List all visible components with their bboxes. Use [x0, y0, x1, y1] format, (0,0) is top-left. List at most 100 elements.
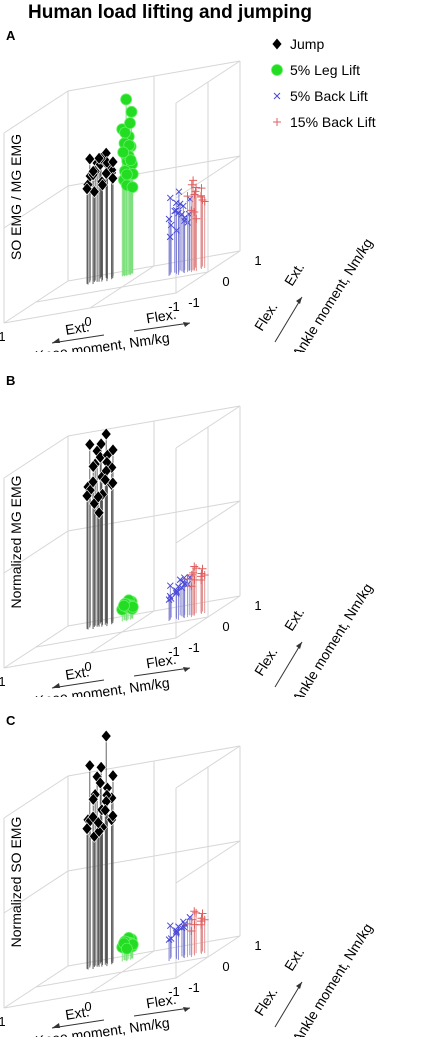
- data-point: [175, 583, 182, 590]
- series-5-back-lift: [165, 913, 194, 962]
- panel-b-chart: B00.40.8Normalized MG EMG10-1Ext.Flex.Kn…: [0, 373, 376, 697]
- data-point: [166, 233, 174, 241]
- legend: Jump 5% Leg Lift 5% Back Lift 15% Back Lift: [271, 36, 376, 130]
- knee-axis-label: Knee moment, Nm/kg: [34, 1014, 170, 1037]
- ankle-axis-label: Ankle moment, Nm/kg: [289, 235, 376, 352]
- data-point: [187, 926, 196, 935]
- box-edge: [3, 775, 69, 819]
- data-point: [93, 506, 105, 520]
- data-point: [173, 928, 180, 936]
- data-point: [84, 152, 96, 166]
- ankle-flex-label: Flex.: [251, 984, 281, 1018]
- series-5-back-lift: [165, 188, 194, 277]
- knee-tick-label: 1: [0, 329, 6, 344]
- data-point: [95, 437, 107, 451]
- wall-gridline: [3, 840, 241, 914]
- legend-marker-plus: [273, 118, 281, 126]
- data-point: [192, 183, 201, 192]
- knee-tick-label: -1: [168, 984, 180, 999]
- z-axis-label: Normalized MG EMG: [8, 475, 24, 608]
- floor-gridline-ankle: [35, 271, 209, 303]
- data-point: [100, 729, 112, 743]
- series-jump: [81, 427, 119, 630]
- data-point: [172, 590, 180, 597]
- knee-flex-label: Flex.: [145, 306, 177, 327]
- data-point: [172, 927, 180, 934]
- ankle-tick-label: 0: [222, 619, 229, 634]
- data-point: [172, 199, 180, 207]
- data-point: [180, 923, 188, 931]
- data-point: [125, 105, 138, 118]
- box-edge: [3, 90, 69, 134]
- data-point: [166, 582, 174, 590]
- ankle-tick-label: -1: [188, 980, 200, 995]
- knee-tick-label: 1: [0, 674, 6, 689]
- data-point: [173, 588, 180, 596]
- ankle-ext-label: Ext.: [281, 260, 307, 289]
- knee-ext-arrowhead: [52, 1023, 60, 1028]
- data-point: [190, 208, 199, 216]
- data-point: [165, 936, 173, 943]
- data-point: [180, 217, 188, 225]
- knee-flex-arrow: [133, 667, 191, 677]
- data-point: [95, 760, 107, 774]
- floor-gridline-ankle: [35, 616, 209, 648]
- data-point: [175, 188, 183, 196]
- series-15-back-lift: [183, 176, 209, 273]
- ankle-axis-arrow: [274, 296, 303, 343]
- data-point: [172, 587, 180, 594]
- data-point: [178, 210, 186, 218]
- data-point: [124, 154, 137, 167]
- data-point: [197, 184, 206, 193]
- ankle-axis-arrowhead: [296, 982, 302, 989]
- data-point: [100, 427, 112, 441]
- data-point: [192, 214, 201, 223]
- data-point: [81, 822, 93, 836]
- legend-label: 5% Leg Lift: [290, 62, 360, 78]
- data-point: [172, 930, 180, 937]
- data-point: [120, 942, 133, 955]
- panel-label: B: [6, 373, 15, 388]
- ankle-ext-label: Ext.: [281, 945, 307, 974]
- data-point: [192, 908, 201, 917]
- knee-axis-label: Knee moment, Nm/kg: [34, 329, 170, 352]
- series-15-back-lift: [183, 562, 209, 618]
- knee-tick-label: -1: [168, 644, 180, 659]
- data-point: [173, 227, 180, 234]
- data-point: [171, 207, 179, 215]
- data-point: [190, 907, 199, 916]
- data-point: [99, 803, 111, 817]
- data-point: [126, 181, 139, 194]
- data-point: [84, 759, 96, 773]
- ankle-axis-arrow: [274, 641, 303, 688]
- knee-tick-label: 1: [0, 1014, 6, 1029]
- knee-tick-label: 0: [84, 314, 91, 329]
- data-point: [191, 187, 200, 196]
- knee-ext-arrow: [51, 1019, 105, 1029]
- data-point: [198, 909, 207, 918]
- legend-label: Jump: [290, 36, 324, 52]
- series-5-leg-lift: [116, 594, 139, 622]
- data-point: [175, 923, 182, 930]
- ankle-axis-arrow: [274, 981, 303, 1028]
- ankle-axis-label: Ankle moment, Nm/kg: [289, 580, 376, 697]
- data-point: [190, 562, 199, 571]
- ankle-axis-arrowhead: [296, 642, 302, 649]
- data-point: [107, 443, 119, 457]
- knee-ext-arrow: [51, 679, 105, 689]
- knee-flex-label: Flex.: [145, 991, 177, 1012]
- data-point: [120, 93, 133, 106]
- data-point: [178, 924, 186, 932]
- knee-flex-label: Flex.: [145, 651, 177, 672]
- ankle-tick-label: 0: [222, 959, 229, 974]
- data-point: [187, 570, 196, 579]
- legend-marker-circle: [271, 64, 283, 76]
- data-point: [166, 922, 174, 930]
- ankle-tick-label: 1: [254, 938, 261, 953]
- knee-ext-arrowhead: [52, 683, 60, 688]
- knee-ext-label: Ext.: [64, 1003, 90, 1023]
- ankle-flex-label: Flex.: [251, 644, 281, 678]
- data-point: [183, 575, 192, 584]
- ankle-flex-label: Flex.: [251, 299, 281, 333]
